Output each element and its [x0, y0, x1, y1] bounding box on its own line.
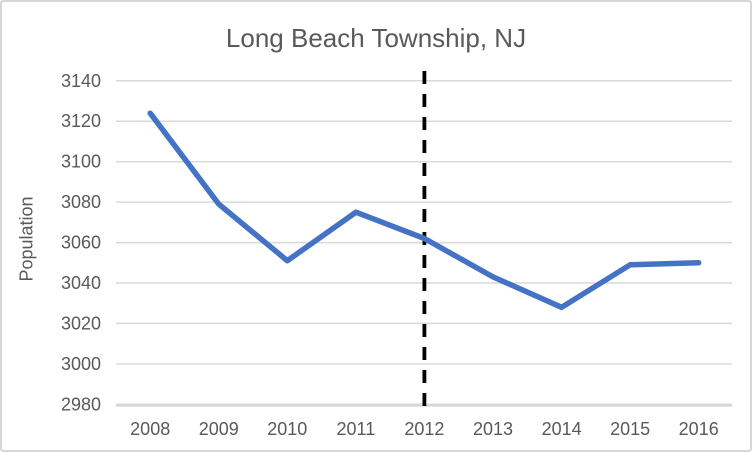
- x-tick-label: 2009: [199, 419, 239, 439]
- y-tick-label: 3040: [61, 273, 101, 293]
- x-tick-label: 2008: [130, 419, 170, 439]
- series-line: [147, 110, 702, 311]
- y-tick-label: 3000: [61, 354, 101, 374]
- chart-title: Long Beach Township, NJ: [225, 23, 527, 53]
- y-tick-label: 2980: [61, 394, 101, 414]
- x-tick-label: 2015: [610, 419, 650, 439]
- x-tick-label: 2014: [542, 419, 582, 439]
- x-tick-label: 2010: [267, 419, 307, 439]
- y-tick-label: 3100: [61, 152, 101, 172]
- y-tick-label: 3060: [61, 233, 101, 253]
- x-tick-label: 2011: [337, 419, 376, 439]
- y-tick-label: 3080: [61, 192, 101, 212]
- x-tick-label: 2013: [473, 419, 513, 439]
- y-tick-label: 3140: [61, 71, 101, 91]
- y-tick-label: 3020: [61, 313, 101, 333]
- x-tick-label: 2016: [679, 419, 719, 439]
- y-tick-label: 3120: [61, 111, 101, 131]
- x-tick-label: 2012: [404, 419, 444, 439]
